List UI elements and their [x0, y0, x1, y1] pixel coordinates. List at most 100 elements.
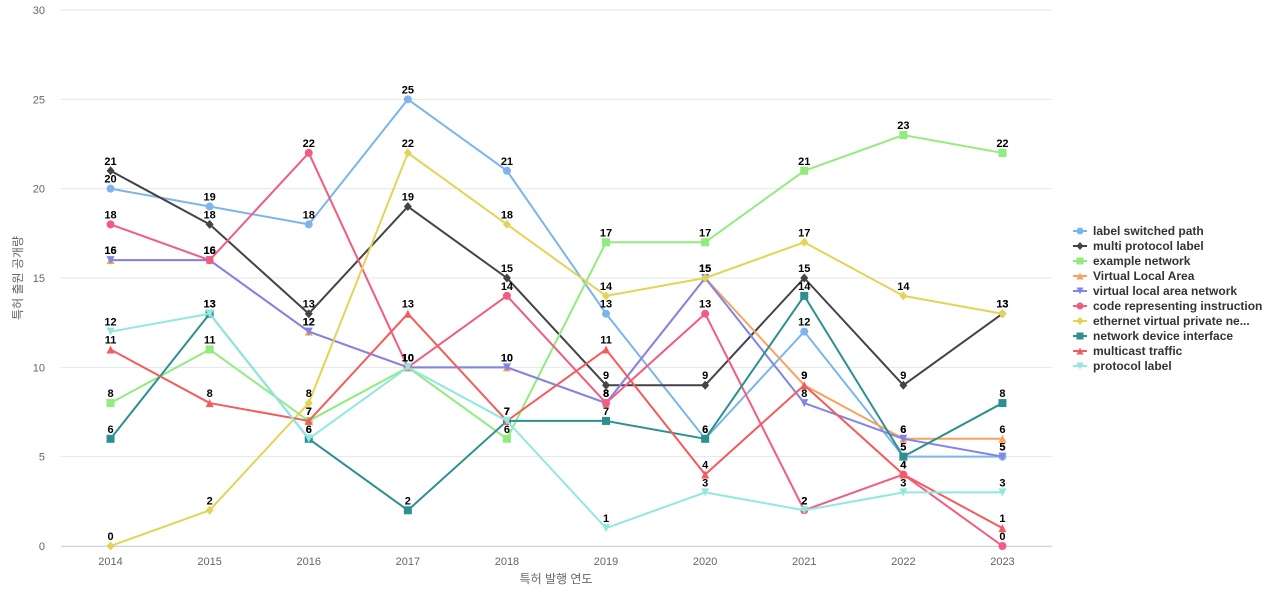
legend-item[interactable]: code representing instruction: [1073, 299, 1262, 313]
data-point[interactable]: [899, 291, 908, 301]
data-point[interactable]: [602, 291, 611, 301]
data-point[interactable]: [205, 202, 214, 211]
data-point[interactable]: [998, 542, 1007, 550]
data-point[interactable]: [403, 309, 412, 318]
data-point[interactable]: [502, 363, 511, 372]
legend-marker[interactable]: [1076, 227, 1084, 235]
legend-item[interactable]: multicast traffic: [1073, 344, 1183, 358]
legend-item[interactable]: label switched path: [1073, 224, 1204, 238]
data-point[interactable]: [403, 148, 412, 158]
series-line[interactable]: [110, 312, 1003, 530]
data-point[interactable]: [205, 345, 214, 354]
data-point[interactable]: [899, 131, 908, 140]
legend-marker[interactable]: [1076, 242, 1084, 250]
data-point[interactable]: [304, 434, 313, 443]
data-point[interactable]: [899, 488, 908, 497]
data-point[interactable]: [106, 327, 115, 336]
data-point[interactable]: [502, 434, 511, 443]
data-point[interactable]: [998, 309, 1007, 319]
data-point[interactable]: [205, 256, 214, 265]
legend-item[interactable]: example network: [1073, 254, 1191, 268]
data-point[interactable]: [602, 524, 611, 533]
data-point[interactable]: [701, 380, 710, 390]
legend-item[interactable]: virtual local area network: [1073, 284, 1237, 298]
data-point[interactable]: [502, 291, 511, 300]
legend-marker[interactable]: [1076, 272, 1084, 280]
data-point[interactable]: [502, 166, 511, 175]
legend-marker[interactable]: [1076, 257, 1084, 265]
data-point[interactable]: [899, 434, 908, 443]
data-point[interactable]: [106, 434, 115, 443]
data-point[interactable]: [800, 399, 809, 408]
data-point[interactable]: [106, 399, 115, 408]
data-point[interactable]: [800, 273, 809, 283]
data-point[interactable]: [106, 345, 115, 354]
data-point[interactable]: [602, 399, 611, 408]
data-point[interactable]: [403, 95, 412, 104]
data-point[interactable]: [403, 363, 412, 372]
data-point[interactable]: [106, 166, 115, 176]
data-point[interactable]: [800, 291, 809, 300]
data-point[interactable]: [998, 524, 1007, 533]
data-point[interactable]: [998, 488, 1007, 497]
data-point[interactable]: [304, 220, 313, 229]
data-point[interactable]: [602, 309, 611, 318]
series-line[interactable]: [110, 169, 1004, 387]
series-line[interactable]: [110, 312, 1003, 530]
legend-marker[interactable]: [1076, 302, 1084, 310]
data-point[interactable]: [106, 184, 115, 193]
legend-marker[interactable]: [1076, 362, 1084, 370]
data-point[interactable]: [304, 416, 313, 425]
series-line[interactable]: [109, 294, 1003, 512]
data-point[interactable]: [403, 506, 412, 515]
data-point[interactable]: [205, 219, 214, 229]
data-point[interactable]: [998, 434, 1007, 443]
legend-item[interactable]: multi protocol label: [1073, 239, 1204, 253]
data-point[interactable]: [998, 399, 1007, 408]
series-line[interactable]: [110, 151, 1004, 547]
legend-marker[interactable]: [1076, 332, 1084, 340]
data-point[interactable]: [602, 416, 611, 425]
data-point[interactable]: [800, 237, 809, 247]
data-point[interactable]: [701, 488, 710, 497]
data-point[interactable]: [106, 256, 115, 265]
data-point[interactable]: [106, 220, 115, 229]
data-point[interactable]: [701, 434, 710, 443]
series-line[interactable]: [110, 98, 1003, 458]
data-point[interactable]: [800, 381, 809, 390]
data-point[interactable]: [701, 273, 710, 283]
series-line[interactable]: [110, 151, 1003, 547]
data-point[interactable]: [304, 398, 313, 408]
data-point[interactable]: [800, 506, 809, 515]
data-point[interactable]: [998, 452, 1007, 461]
legend-item[interactable]: protocol label: [1073, 359, 1172, 373]
series-line[interactable]: [110, 134, 1003, 440]
data-point[interactable]: [701, 238, 710, 247]
data-point[interactable]: [899, 470, 908, 479]
data-point[interactable]: [701, 309, 710, 318]
data-point[interactable]: [602, 380, 611, 390]
legend-marker[interactable]: [1076, 347, 1084, 355]
data-point[interactable]: [205, 399, 214, 408]
data-point[interactable]: [701, 470, 710, 479]
data-point[interactable]: [106, 541, 115, 551]
data-point[interactable]: [800, 327, 809, 336]
data-point[interactable]: [205, 309, 214, 318]
legend-marker[interactable]: [1076, 287, 1084, 295]
legend-item[interactable]: network device interface: [1073, 329, 1233, 343]
data-point[interactable]: [800, 166, 809, 175]
legend-item[interactable]: ethernet virtual private ne...: [1073, 314, 1250, 328]
legend-item[interactable]: Virtual Local Area: [1073, 269, 1195, 283]
data-point[interactable]: [304, 327, 313, 336]
data-point[interactable]: [502, 416, 511, 425]
data-point[interactable]: [502, 273, 511, 283]
data-point[interactable]: [304, 148, 313, 157]
data-point[interactable]: [304, 309, 313, 319]
data-point[interactable]: [205, 505, 214, 515]
data-point[interactable]: [502, 219, 511, 229]
data-point[interactable]: [899, 452, 908, 461]
data-point[interactable]: [998, 148, 1007, 157]
data-point[interactable]: [602, 238, 611, 247]
legend-marker[interactable]: [1076, 317, 1084, 325]
data-point[interactable]: [602, 345, 611, 354]
